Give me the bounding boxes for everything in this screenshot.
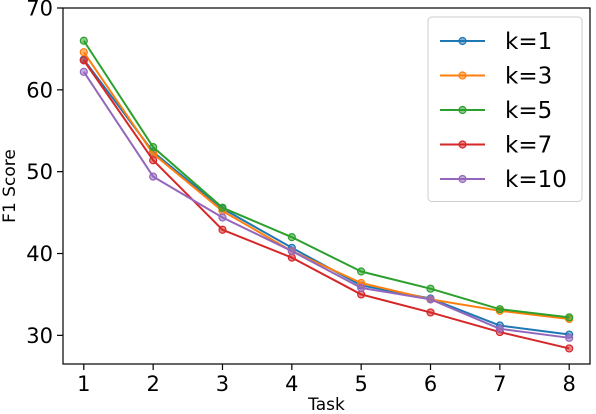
series-line [82, 59, 570, 350]
y-axis: 30 40 50 60 70 [26, 0, 63, 348]
data-point [495, 305, 504, 314]
legend: k=1 k=3 k=5 k=7 k=10 [427, 16, 583, 202]
data-point [218, 213, 227, 222]
data-point [79, 56, 88, 65]
data-point [565, 333, 574, 342]
legend-label: k=7 [505, 133, 552, 159]
x-tick-label: 2 [146, 372, 159, 396]
legend-item: k=10 [440, 167, 567, 193]
legend-item: k=5 [440, 98, 552, 124]
data-point [79, 67, 88, 76]
data-point [79, 36, 88, 45]
legend-item: k=1 [440, 29, 552, 55]
series-k-10 [79, 67, 574, 342]
series-line [82, 71, 570, 339]
data-point [149, 143, 158, 152]
plot-area [62, 7, 591, 365]
legend-marker [458, 71, 467, 80]
y-tick-label: 50 [26, 160, 53, 184]
x-axis-title: Task [307, 395, 345, 414]
legend-item: k=7 [440, 133, 552, 159]
y-axis-title: F1 Score [0, 149, 20, 223]
legend-marker [458, 36, 467, 46]
series-line [82, 51, 570, 320]
x-tick-label: 6 [424, 372, 437, 396]
data-point [218, 225, 227, 234]
x-tick-label: 5 [354, 372, 367, 396]
x-tick-label: 3 [216, 372, 229, 396]
legend-label: k=3 [505, 64, 552, 90]
x-tick-label: 8 [563, 372, 576, 396]
data-point [495, 324, 504, 333]
legend-label: k=1 [505, 29, 552, 55]
data-point [149, 156, 158, 165]
legend-label: k=10 [505, 167, 567, 193]
data-point [565, 344, 574, 353]
data-point [287, 246, 296, 256]
y-tick-label: 30 [26, 324, 53, 348]
legend-marker [458, 174, 467, 184]
data-point [565, 313, 574, 322]
x-axis: 1 2 3 4 5 6 7 8 [77, 364, 576, 396]
legend-marker [458, 140, 467, 149]
x-tick-label: 1 [77, 372, 90, 396]
legend-item: k=3 [440, 64, 552, 90]
data-point [357, 283, 366, 292]
data-point [149, 172, 158, 181]
data-point [357, 267, 366, 276]
data-point [79, 48, 88, 57]
series-lines [79, 36, 574, 353]
y-tick-label: 40 [26, 242, 53, 266]
x-tick-label: 7 [493, 372, 506, 396]
plot-frame [62, 7, 591, 365]
y-tick-label: 70 [26, 0, 53, 21]
data-point [426, 295, 435, 304]
data-point [426, 308, 435, 317]
y-tick-label: 60 [26, 78, 53, 102]
legend-marker [458, 105, 467, 115]
legend-box [427, 16, 583, 202]
series-k-5 [79, 36, 574, 322]
data-point [426, 284, 435, 293]
series-line [82, 40, 570, 319]
series-k-7 [79, 56, 574, 353]
data-point [218, 203, 227, 212]
data-point [287, 233, 296, 242]
x-tick-label: 4 [285, 372, 298, 396]
legend-label: k=5 [505, 98, 552, 124]
